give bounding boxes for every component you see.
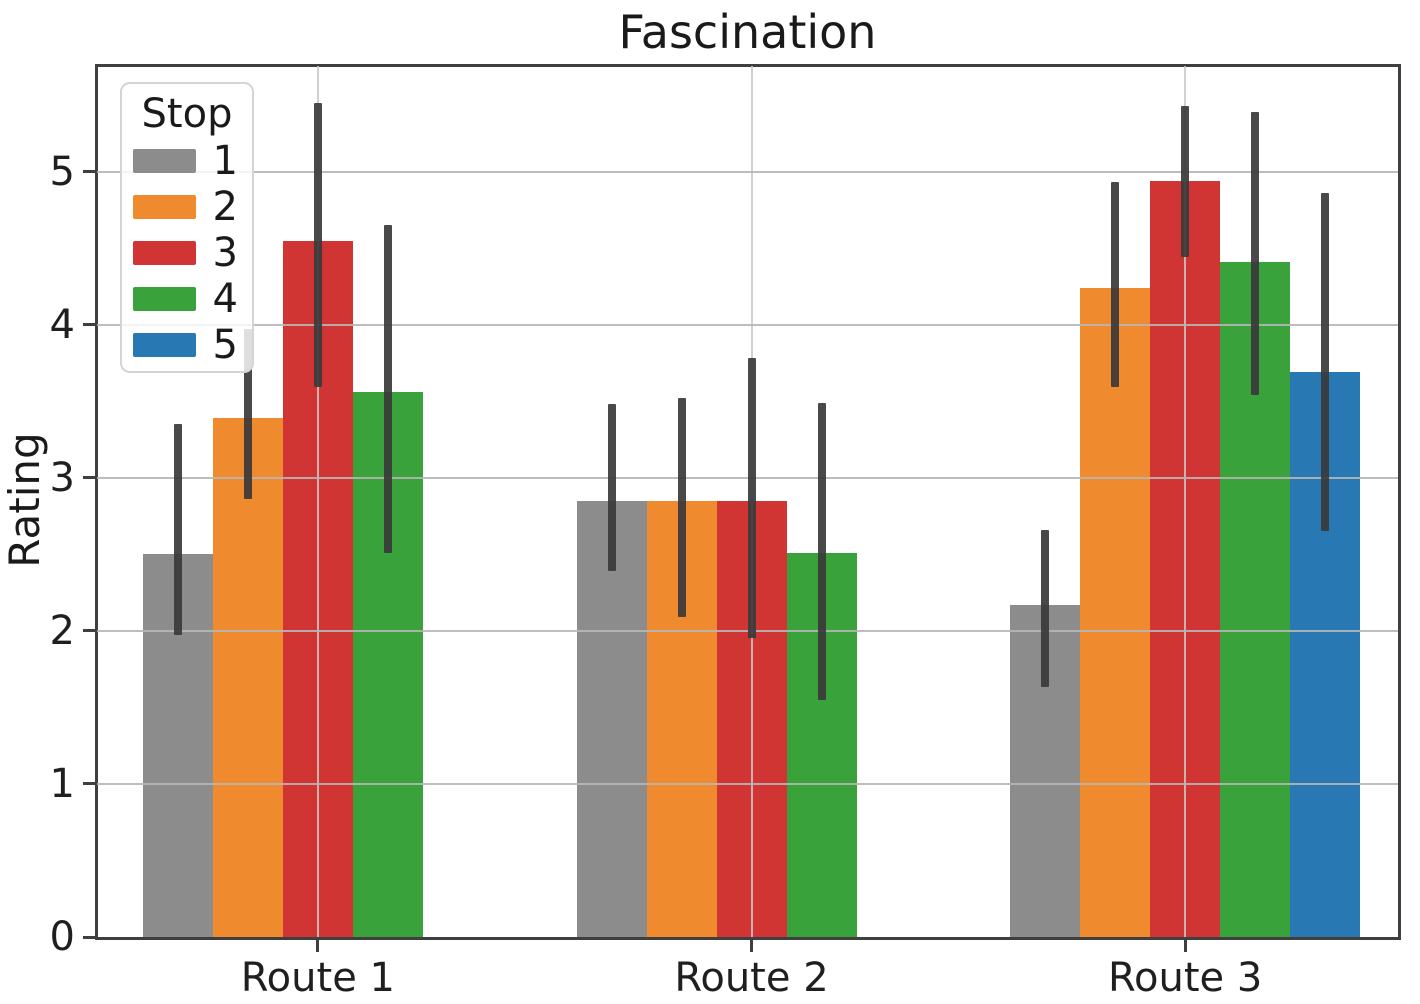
error-bar-stop1: [1041, 529, 1050, 688]
y-tick-mark: [83, 629, 96, 633]
error-bar-stop3: [1181, 105, 1190, 258]
error-bar-stop3: [313, 102, 322, 388]
y-tick-label: 4: [49, 301, 75, 348]
y-tick-label: 3: [49, 454, 75, 501]
gridline-horizontal: [97, 323, 1398, 326]
error-bar-stop2: [243, 329, 252, 500]
legend-swatch: [133, 287, 196, 311]
y-tick-label: 5: [49, 148, 75, 195]
y-tick-mark: [83, 782, 96, 786]
legend-item-stop-1: 1: [122, 138, 252, 184]
error-bar-stop1: [173, 424, 182, 636]
y-tick-mark: [83, 476, 96, 480]
legend-title: Stop: [141, 91, 233, 137]
gridline-horizontal: [97, 782, 1398, 785]
legend-swatch: [133, 195, 196, 219]
bar-route2-stop1: [576, 500, 647, 937]
y-tick-mark: [83, 935, 96, 939]
legend-item-stop-4: 4: [122, 276, 252, 322]
x-tick-mark: [750, 939, 753, 952]
legend-label: 4: [212, 276, 238, 322]
legend-label: 1: [212, 138, 238, 184]
y-tick-label: 0: [49, 914, 75, 960]
error-bar-stop4: [383, 225, 392, 553]
legend-swatch: [133, 333, 196, 357]
y-tick-label: 2: [49, 607, 75, 654]
bar-route3-stop2: [1080, 287, 1151, 937]
gridline-vertical: [1184, 66, 1187, 937]
bar-route1-stop2: [212, 418, 283, 937]
error-bar-stop2: [1111, 182, 1120, 388]
gridline-vertical: [316, 66, 319, 937]
legend-label: 5: [212, 322, 238, 368]
x-tick-label: Route 3: [1108, 955, 1263, 1001]
x-tick-label: Route 2: [674, 955, 829, 1001]
error-bar-stop5: [1321, 193, 1330, 532]
error-bar-stop3: [747, 358, 756, 639]
error-bar-stop1: [607, 404, 616, 572]
legend-swatch: [133, 241, 196, 265]
legend-item-stop-3: 3: [122, 230, 252, 276]
x-tick-mark: [1183, 939, 1187, 952]
legend-label: 3: [212, 230, 238, 276]
legend-item-stop-2: 2: [122, 184, 252, 230]
gridline-horizontal: [97, 170, 1398, 173]
legend-swatch: [133, 149, 196, 173]
x-tick-label: Route 1: [240, 955, 395, 1001]
plot-area: [95, 64, 1401, 940]
y-tick-label: 1: [49, 760, 75, 807]
error-bar-stop4: [1251, 111, 1260, 396]
y-tick-mark: [83, 170, 96, 174]
error-bar-stop4: [817, 402, 826, 700]
legend-label: 2: [212, 184, 238, 230]
chart-title: Fascination: [618, 5, 877, 59]
y-tick-mark: [83, 323, 96, 327]
x-tick-mark: [316, 939, 320, 952]
legend-item-stop-5: 5: [122, 322, 252, 368]
error-bar-stop2: [677, 398, 686, 618]
